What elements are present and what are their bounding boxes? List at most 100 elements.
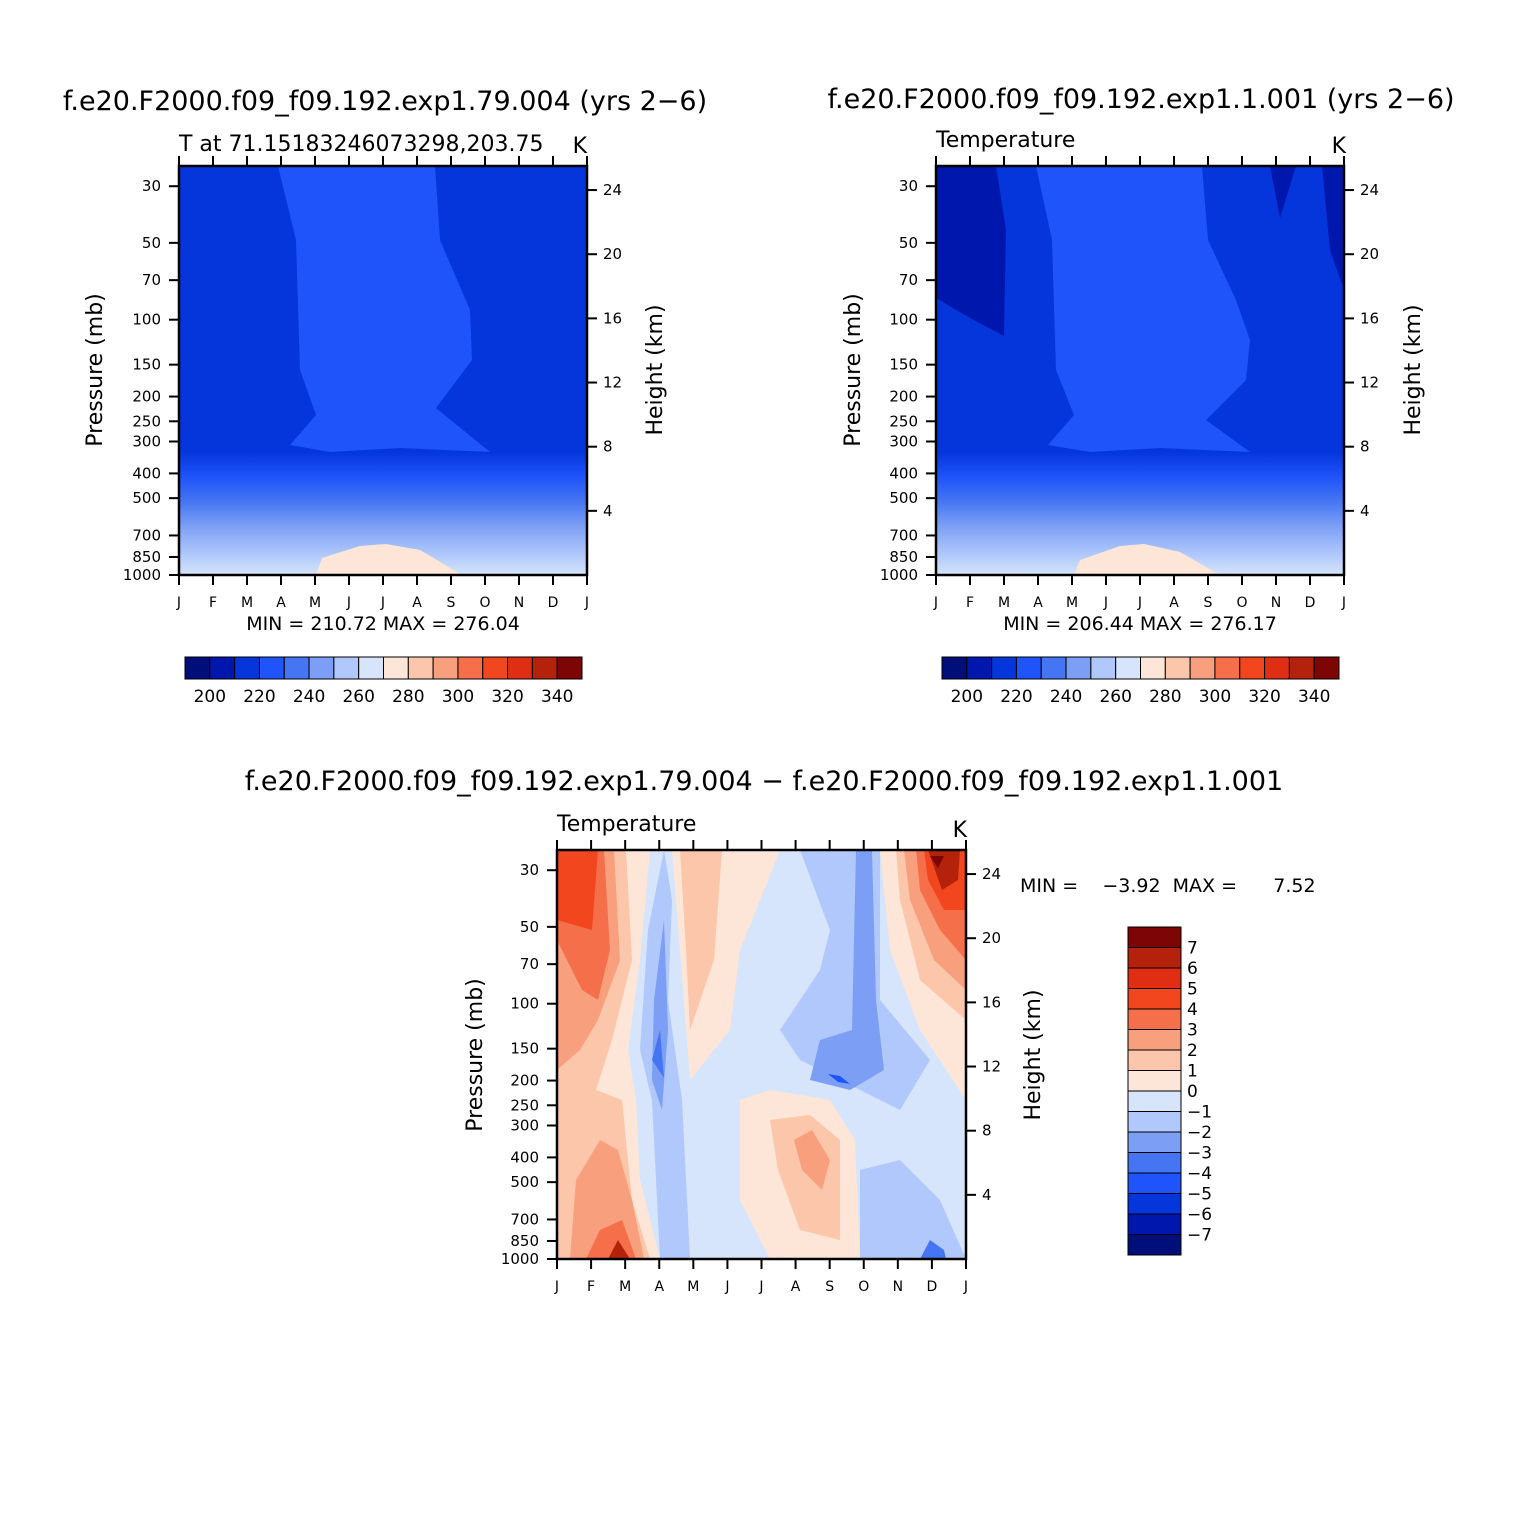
colorbar-label: 220 [1000, 687, 1032, 707]
colorbar-label: 280 [1149, 687, 1181, 707]
colorbar-label: 320 [1248, 687, 1280, 707]
panel-3-warm-jan-5 [557, 850, 598, 930]
x-tick-label: A [1033, 595, 1043, 611]
x-tick-label: J [380, 595, 385, 611]
y2-tick-label: 20 [603, 245, 622, 263]
y-tick-label: 1000 [501, 1250, 539, 1268]
colorbar-label: −5 [1187, 1185, 1212, 1205]
panel-3-warm-feb-low [570, 1140, 644, 1259]
y-tick-label: 700 [889, 526, 918, 544]
y-tick-label: 300 [510, 1117, 539, 1135]
colorbar-label: 260 [1099, 687, 1131, 707]
y-tick-label: 250 [889, 412, 918, 430]
colorbar-swatch [1164, 656, 1191, 680]
y2-tick-label: 4 [1360, 502, 1370, 520]
colorbar-swatch [1127, 1029, 1182, 1051]
colorbar-label: 240 [1050, 687, 1082, 707]
colorbar-label: −7 [1187, 1226, 1212, 1246]
x-tick-label: J [1137, 595, 1142, 611]
colorbar-swatch [1127, 1008, 1182, 1030]
y-tick-label: 50 [899, 234, 918, 252]
panel-3-warm-aug-2 [770, 1115, 840, 1240]
x-tick-label: D [548, 595, 559, 611]
colorbar-label: −6 [1187, 1205, 1212, 1225]
y-tick-label: 400 [510, 1148, 539, 1166]
y-tick-label: 500 [889, 489, 918, 507]
colorbar-swatch [1015, 656, 1042, 680]
y-tick-label: 500 [510, 1173, 539, 1191]
colorbar-swatch [184, 656, 211, 680]
panel-3-cold-nov-low [860, 1160, 966, 1259]
colorbar-label: 200 [951, 687, 983, 707]
y-tick-label: 150 [510, 1040, 539, 1058]
colorbar-swatch [1040, 656, 1067, 680]
x-tick-label: S [447, 595, 456, 611]
x-tick-label: M [241, 595, 253, 611]
colorbar-swatch [531, 656, 558, 680]
colorbar-swatch [1065, 656, 1092, 680]
colorbar-label: 280 [392, 687, 424, 707]
colorbar-label: 240 [293, 687, 325, 707]
panel-1-surface-warm-core [316, 544, 462, 575]
panel-2-y2label: Height (km) [1401, 304, 1426, 435]
panel-2-colorbar: 200 220 240 260 280 300 320 340 [941, 656, 1340, 707]
y-tick-label: 850 [889, 548, 918, 566]
colorbar-label: 5 [1187, 980, 1198, 1000]
colorbar-label: 300 [442, 687, 474, 707]
panel-2-field [936, 166, 1344, 575]
colorbar-swatch [1127, 988, 1182, 1010]
colorbar-swatch [1127, 1131, 1182, 1153]
panel-2-cold-pole-left [936, 166, 1006, 336]
panel-2-cold-pole-edge [1322, 166, 1344, 290]
colorbar-swatch [556, 656, 583, 680]
panel-3-temperature-difference: Temperature K [463, 812, 1316, 1295]
x-tick-label: M [619, 1279, 631, 1295]
colorbar-swatch [333, 656, 360, 680]
colorbar-label: 7 [1187, 939, 1198, 959]
y-tick-label: 200 [132, 388, 161, 406]
panel-1-units: K [573, 134, 588, 159]
panel-3-warm-dec-peak [930, 856, 944, 868]
colorbar-label: −3 [1187, 1144, 1212, 1164]
y2-tick-label: 4 [982, 1186, 992, 1204]
x-tick-label: J [1341, 595, 1346, 611]
y-tick-label: 70 [899, 271, 918, 289]
colorbar-label: 0 [1187, 1082, 1198, 1102]
colorbar-swatch [941, 656, 968, 680]
y2-tick-label: 8 [982, 1122, 992, 1140]
colorbar-swatch [1313, 656, 1340, 680]
x-tick-label: S [825, 1279, 834, 1295]
x-tick-label: A [791, 1279, 801, 1295]
y-tick-label: 300 [132, 433, 161, 451]
y-tick-label: 100 [510, 995, 539, 1013]
colorbar-label: 220 [243, 687, 275, 707]
y-tick-label: 100 [132, 311, 161, 329]
x-tick-label: J [933, 595, 938, 611]
right-panel-title: f.e20.F2000.f09_f09.192.exp1.1.001 (yrs … [827, 84, 1454, 115]
x-tick-label: A [654, 1279, 664, 1295]
colorbar-swatch [1127, 1213, 1182, 1235]
panel-3-cold-oct-core [828, 1074, 850, 1084]
panel-3-subtitle: Temperature [556, 812, 696, 837]
y2-tick-label: 24 [1360, 181, 1379, 199]
y-tick-label: 700 [132, 526, 161, 544]
x-tick-label: J [724, 1279, 729, 1295]
colorbar-swatch [1127, 926, 1182, 948]
colorbar-label: 320 [491, 687, 523, 707]
y2-tick-label: 20 [982, 929, 1001, 947]
panel-1-axes: J F M A M J J A S O N D J 30 50 70 100 150 200 250 300 400 500… [123, 156, 622, 611]
x-tick-label: S [1204, 595, 1213, 611]
panel-2-units: K [1332, 134, 1347, 159]
panel-3-cold-sep-oct-2 [810, 850, 884, 1090]
colorbar-swatch [258, 656, 285, 680]
colorbar-swatch [1127, 1152, 1182, 1174]
y-tick-label: 30 [142, 177, 161, 195]
x-tick-label: F [209, 595, 217, 611]
x-tick-label: N [514, 595, 524, 611]
y2-tick-label: 20 [1360, 245, 1379, 263]
y2-tick-label: 12 [982, 1058, 1001, 1076]
panel-2-subtitle: Temperature [935, 128, 1075, 153]
y2-tick-label: 4 [603, 502, 613, 520]
y-tick-label: 400 [132, 464, 161, 482]
y-tick-label: 150 [132, 356, 161, 374]
